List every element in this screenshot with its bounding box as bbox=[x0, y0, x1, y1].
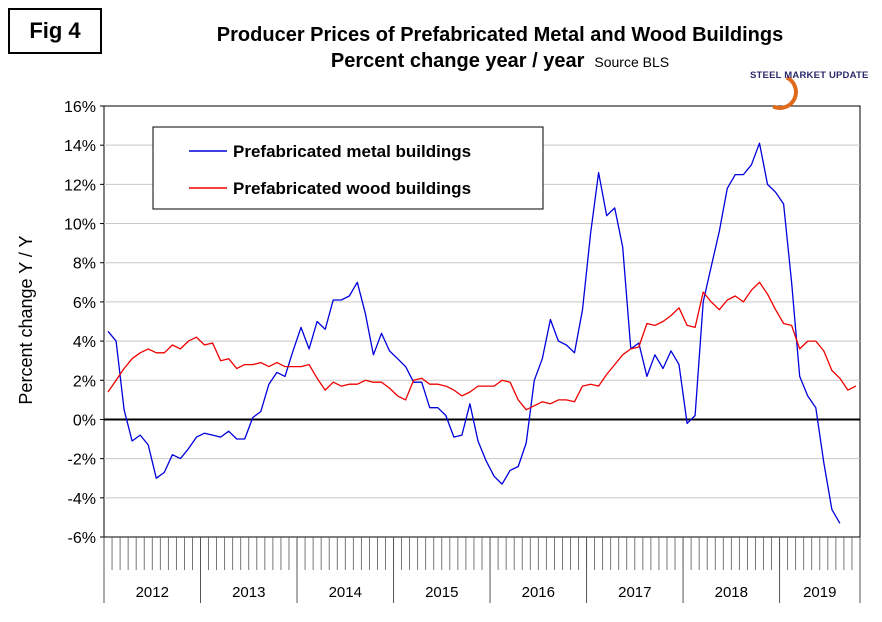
source-note: Source BLS bbox=[594, 54, 670, 70]
y-tick-label: -2% bbox=[68, 452, 96, 469]
prefabricated-wood-buildings-line bbox=[107, 281, 857, 411]
y-tick-label: -4% bbox=[68, 491, 96, 508]
steel-market-update-logo: STEEL MARKET UPDATE bbox=[750, 64, 868, 116]
year-label: 2018 bbox=[715, 584, 748, 601]
y-tick-label: 4% bbox=[73, 334, 96, 351]
y-tick-label: 16% bbox=[64, 99, 96, 116]
year-label: 2012 bbox=[136, 584, 169, 601]
logo-text: STEEL MARKET UPDATE bbox=[750, 70, 869, 81]
legend-entry: Prefabricated metal buildings bbox=[233, 142, 471, 161]
year-label: 2016 bbox=[522, 584, 555, 601]
y-axis-label: Percent change Y / Y bbox=[16, 235, 36, 405]
y-tick-label: 2% bbox=[73, 373, 96, 390]
y-tick-label: 6% bbox=[73, 295, 96, 312]
year-label: 2019 bbox=[803, 584, 836, 601]
x-axis: 2012 2013 2014 2015 2016 2017 2018 2019 bbox=[103, 537, 861, 603]
y-tick-label: 12% bbox=[64, 177, 96, 194]
chart-subtitle: Percent change year / year Source BLS bbox=[140, 50, 860, 73]
series-lines bbox=[107, 142, 857, 524]
year-label: 2013 bbox=[232, 584, 265, 601]
year-label: 2017 bbox=[618, 584, 651, 601]
chart-title: Producer Prices of Prefabricated Metal a… bbox=[216, 24, 784, 46]
year-label: 2015 bbox=[425, 584, 458, 601]
y-tick-label: -6% bbox=[68, 530, 96, 547]
year-label: 2014 bbox=[329, 584, 362, 601]
legend-box bbox=[152, 126, 544, 210]
y-tick-label: 14% bbox=[64, 138, 96, 155]
subtitle-text: Percent change year / year bbox=[330, 50, 585, 72]
figure-label: Fig 4 bbox=[8, 8, 102, 54]
y-tick-label: 8% bbox=[73, 256, 96, 273]
prefabricated-metal-buildings-line bbox=[107, 142, 841, 524]
y-tick-label: 10% bbox=[64, 217, 96, 234]
y-tick-label: 0% bbox=[73, 412, 96, 429]
legend-entry: Prefabricated wood buildings bbox=[233, 179, 471, 198]
legend: Prefabricated metal buildings Prefabricat… bbox=[152, 126, 544, 210]
y-axis: -6% -4% -2% 0% 2% 4% 6% 8% 10% 12% 14% 16% bbox=[64, 99, 104, 547]
